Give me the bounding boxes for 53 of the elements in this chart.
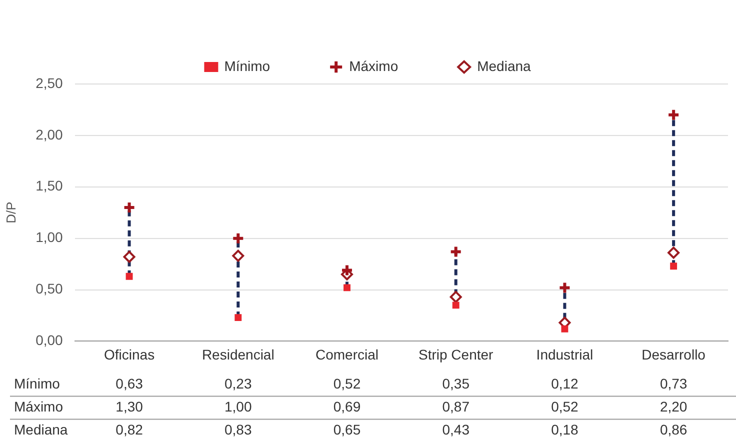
point xyxy=(452,302,460,309)
text: Máximo xyxy=(14,398,64,415)
x-tick-label: Residencial xyxy=(202,346,274,362)
y-axis-title: D/P xyxy=(3,202,18,224)
point xyxy=(232,250,244,262)
data-label: 1,30 xyxy=(116,398,144,415)
point xyxy=(122,200,136,214)
data-label: 0,86 xyxy=(660,422,688,438)
data-label: 2,20 xyxy=(660,398,688,415)
data-label: 0,43 xyxy=(442,422,470,438)
legend-label: Mínimo xyxy=(224,58,270,74)
legend-label: Máximo xyxy=(349,58,398,74)
x-tick-label: Oficinas xyxy=(104,346,155,362)
point xyxy=(450,290,462,303)
point xyxy=(234,314,242,322)
data-label: 0,18 xyxy=(551,422,579,438)
x-tick-label: Strip Center xyxy=(418,346,494,362)
data-label: 0,52 xyxy=(333,376,361,392)
data-label: 0,65 xyxy=(333,422,361,438)
point xyxy=(668,246,680,259)
y-tick-label: 2,00 xyxy=(36,126,64,142)
x-tick-label: Comercial xyxy=(315,346,379,362)
point xyxy=(344,284,350,292)
data-label: 1,00 xyxy=(224,398,252,415)
y-tick-label: 2,50 xyxy=(36,74,64,91)
y-tick-label: 0,00 xyxy=(36,332,64,348)
data-label: 0,73 xyxy=(660,376,688,392)
point xyxy=(561,325,568,332)
data-label: 0,87 xyxy=(442,398,470,415)
text: Mínimo xyxy=(14,376,60,392)
y-tick-label: 0,50 xyxy=(36,280,64,297)
point xyxy=(232,232,245,245)
point xyxy=(126,272,133,280)
y-tick-label: 1,00 xyxy=(36,229,64,246)
point xyxy=(667,108,680,122)
data-label: 0,69 xyxy=(333,398,361,415)
point xyxy=(123,250,136,263)
text: Mediana xyxy=(14,422,68,438)
x-tick-label: Desarrollo xyxy=(642,346,706,362)
data-label: 0,82 xyxy=(116,422,144,438)
data-label: 0,83 xyxy=(224,422,252,438)
point xyxy=(558,281,572,294)
data-label: 0,23 xyxy=(224,376,252,392)
point xyxy=(670,262,678,270)
x-tick-label: Industrial xyxy=(536,346,594,362)
y-tick-label: 1,50 xyxy=(36,178,64,194)
data-label: 0,35 xyxy=(442,376,470,392)
legend-label: Mediana xyxy=(477,58,532,74)
data-label: 0,63 xyxy=(116,376,144,392)
data-label: 0,52 xyxy=(551,398,579,415)
point xyxy=(340,264,354,277)
data-label: 0,12 xyxy=(551,376,579,392)
point xyxy=(449,245,462,258)
